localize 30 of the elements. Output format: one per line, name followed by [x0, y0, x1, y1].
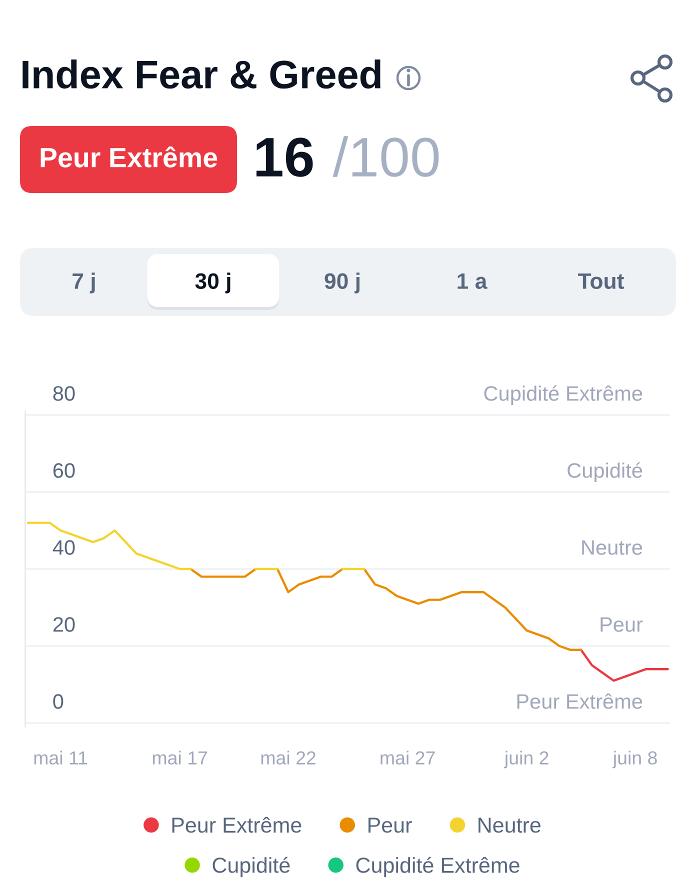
text: 16	[256, 138, 313, 177]
text: Tout	[578, 273, 624, 289]
chart-title: Index Fear & Greed	[22, 60, 380, 89]
ref-line-label: Peur	[600, 617, 643, 632]
legend-label: Cupidité Extrême	[356, 856, 520, 878]
text: 1 a	[458, 273, 488, 289]
x-tick-label: mai 11	[34, 750, 88, 765]
x-tick-label: mai 22	[261, 750, 316, 765]
ref-line-label: Cupidité Extrême	[484, 385, 642, 405]
text: Peur Extrême	[40, 146, 218, 168]
ref-line-label: Peur Extrême	[517, 694, 642, 709]
legend-label: Peur Extrême	[172, 816, 302, 833]
legend-label: Cupidité	[212, 856, 290, 878]
y-tick-label: 0	[53, 694, 64, 709]
text: 30 j	[195, 272, 230, 294]
ref-line-label: Neutre	[582, 540, 642, 555]
text: 7 j	[72, 272, 95, 294]
y-tick-label: 80	[53, 386, 75, 401]
y-tick-label: 60	[53, 463, 75, 478]
ref-line-label: Cupidité	[568, 462, 642, 482]
y-tick-label: 40	[52, 540, 75, 555]
x-tick-label: juin 2	[504, 750, 548, 768]
y-tick-label: 20	[53, 617, 75, 632]
legend-label: Peur	[368, 818, 412, 833]
text: 90 j	[324, 272, 360, 294]
x-tick-label: mai 17	[152, 750, 208, 765]
x-tick-label: juin 8	[612, 750, 657, 768]
text: /100	[332, 136, 439, 177]
legend-label: Neutre	[478, 818, 540, 833]
x-tick-label: mai 27	[380, 750, 435, 765]
